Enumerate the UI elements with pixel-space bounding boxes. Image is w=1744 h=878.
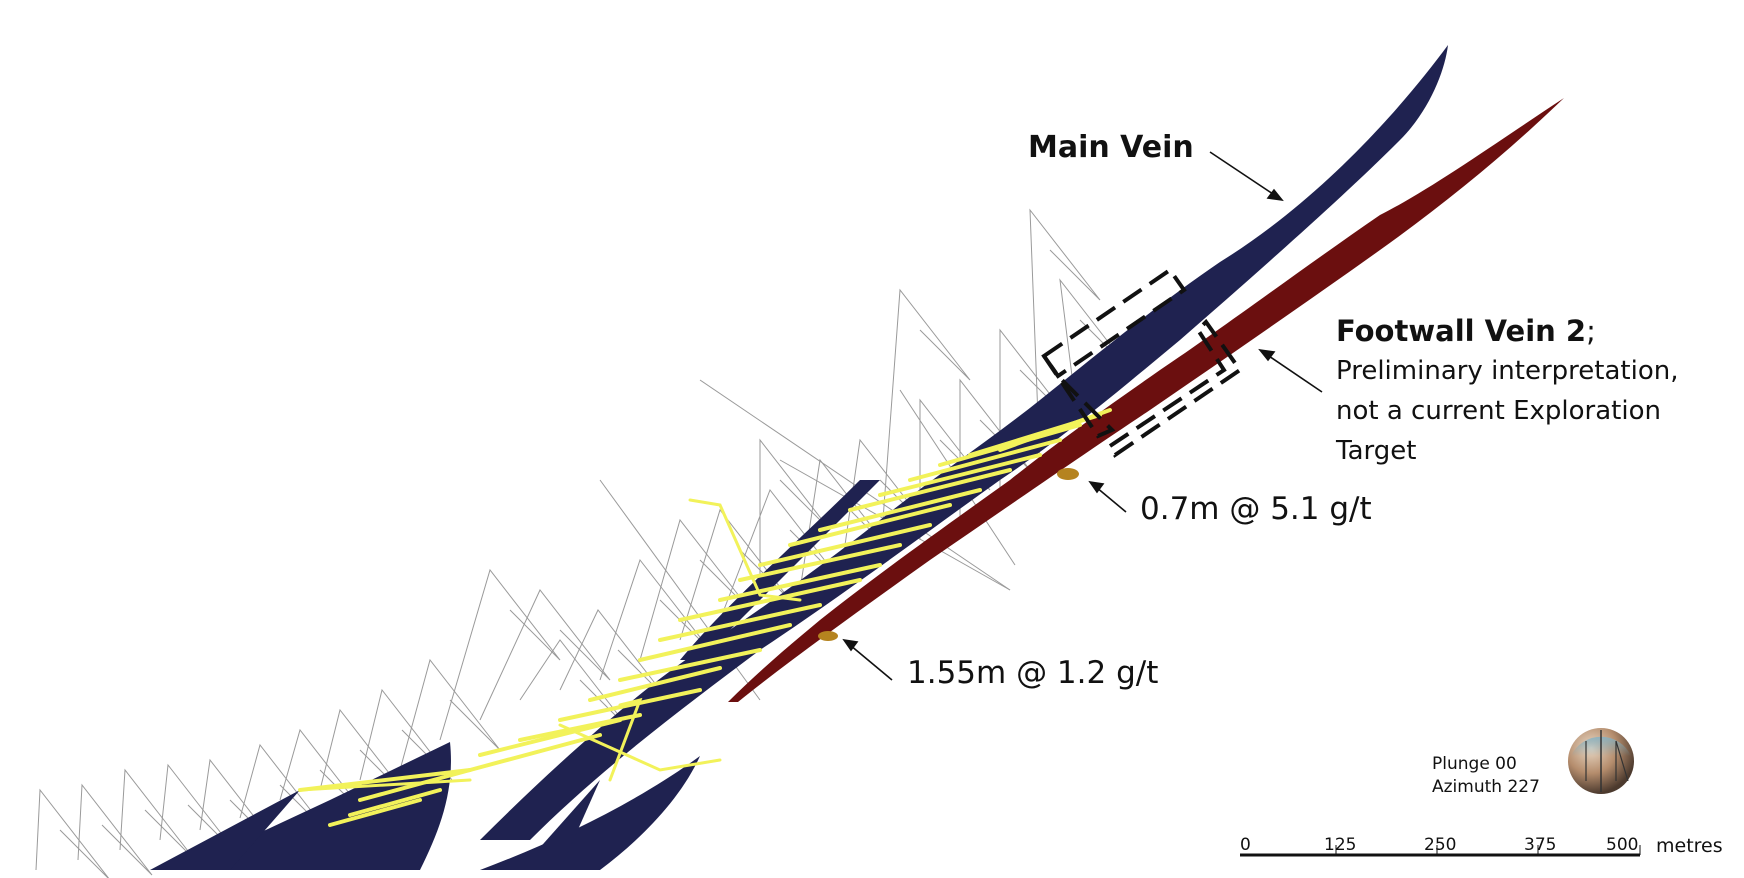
drillhole-trace: [399, 658, 501, 771]
intercept-label-2: 1.55m @ 1.2 g/t: [907, 655, 1159, 691]
drillhole-trace: [119, 768, 196, 861]
workings-level: [658, 603, 822, 642]
drillhole-trace: [999, 328, 1071, 500]
drillhole-trace: [639, 518, 751, 661]
drillhole-trace: [479, 589, 611, 721]
workings-level: [468, 733, 602, 772]
workings-level: [908, 438, 1062, 482]
workings-decline: [298, 778, 472, 792]
workings-level: [998, 408, 1112, 452]
view-orientation: Plunge 00 Azimuth 227: [1432, 753, 1540, 799]
intercept-marker-2: [818, 631, 838, 641]
workings-level: [718, 563, 882, 602]
orientation-sphere-icon: [1568, 728, 1634, 794]
drillhole-trace: [77, 783, 153, 876]
scale-tick-375: 375: [1524, 835, 1557, 855]
footwall-vein-title: Footwall Vein 2: [1336, 314, 1587, 348]
workings-level: [588, 666, 722, 702]
workings-level: [298, 768, 472, 792]
workings-level: [348, 788, 442, 817]
scale-tick-125: 125: [1324, 835, 1357, 855]
footwall-vein-2-solid: [728, 98, 1564, 702]
main-vein-label: Main Vein: [1028, 130, 1194, 165]
azimuth-label: Azimuth 227: [1432, 777, 1540, 797]
workings-level: [518, 713, 642, 742]
plunge-label: Plunge 00: [1432, 754, 1517, 774]
footwall-vein-suffix: ;: [1586, 314, 1596, 348]
drillhole-trace: [439, 568, 561, 741]
scale-tick-250: 250: [1424, 835, 1457, 855]
workings-decline: [558, 723, 722, 772]
workings-decline: [688, 498, 802, 602]
workings-level: [358, 768, 472, 802]
workings-level: [638, 623, 792, 662]
intercept-label-1: 0.7m @ 5.1 g/t: [1140, 491, 1372, 527]
workings-level: [848, 468, 1012, 512]
footwall-vein-label: Footwall Vein 2; Preliminary interpretat…: [1336, 311, 1678, 471]
workings-level: [738, 543, 902, 582]
scale-tick-500: 500: [1606, 835, 1639, 855]
footwall-note-line-1: Preliminary interpretation,: [1336, 356, 1679, 386]
workings-level: [878, 453, 1042, 497]
workings-level: [558, 688, 702, 722]
workings-level: [818, 488, 982, 532]
drillhole-trace: [759, 438, 831, 600]
scale-unit: metres: [1656, 835, 1723, 857]
intercept-marker-1: [1057, 468, 1079, 480]
drillhole-trace: [35, 788, 110, 878]
footwall-note-line-3: Target: [1336, 436, 1417, 466]
workings-level: [618, 648, 762, 682]
drillhole-trace: [879, 288, 971, 561]
workings-level: [328, 798, 422, 827]
target-outline-boxes: [1041, 267, 1243, 458]
workings-level: [788, 503, 952, 547]
drillhole-trace: [1029, 208, 1101, 471]
main-vein-solid: [150, 45, 1448, 870]
callout-arrows: [842, 151, 1323, 681]
drillhole-trace: [239, 743, 331, 836]
drillhole-trace: [519, 639, 631, 731]
footwall-note-line-2: not a current Exploration: [1336, 396, 1661, 426]
workings-level: [678, 578, 862, 622]
scale-tick-0: 0: [1240, 835, 1251, 855]
underground-workings: [298, 408, 1112, 827]
scale-bar: [1240, 845, 1641, 857]
workings-level: [758, 523, 932, 567]
